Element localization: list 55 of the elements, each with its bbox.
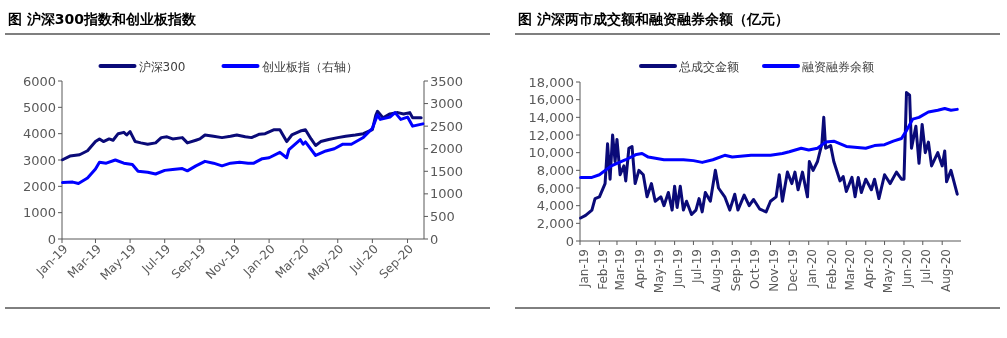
x-tick-label: Apr-19 [632, 249, 647, 289]
line-series [579, 107, 959, 179]
y-tick-label: 10,000 [528, 145, 574, 161]
y-tick-label: 2000 [22, 178, 56, 194]
chart-title: 图 沪深300指数和创业板指数 [8, 11, 198, 27]
x-tick-label: Oct-19 [747, 249, 762, 290]
chart-title: 图 沪深两市成交额和融资融券余额（亿元） [518, 11, 789, 27]
legend-label: 总成交金额 [678, 59, 739, 74]
x-tick-label: Jan-20 [805, 249, 820, 289]
y-tick-label: 16,000 [528, 92, 574, 108]
line-series [61, 111, 425, 185]
y-tick-label: 1000 [22, 205, 56, 221]
line-series [61, 109, 423, 162]
y-tick-label: 5000 [22, 99, 56, 115]
x-tick-label: Mar-19 [613, 249, 628, 291]
x-tick-label: Jul-20 [919, 249, 934, 285]
y2-tick-label: 3500 [430, 73, 464, 89]
x-tick-label: Jan-19 [576, 249, 591, 289]
y2-tick-label: 2000 [430, 141, 464, 157]
y-tick-label: 18,000 [528, 74, 574, 90]
x-tick-label: Jun-20 [900, 249, 915, 289]
y-tick-label: 12,000 [528, 127, 574, 143]
y-tick-label: 3000 [22, 152, 56, 168]
x-tick-label: Jun-19 [671, 249, 686, 289]
legend-label: 沪深300 [138, 59, 186, 74]
x-tick-label: Dec-19 [785, 249, 800, 292]
x-tick-label: Feb-20 [824, 249, 839, 290]
y-tick-label: 6,000 [536, 180, 574, 196]
x-tick-label: Nov-19 [767, 249, 781, 292]
x-tick-label: Sep-19 [728, 249, 743, 292]
x-tick-label: Feb-19 [595, 249, 610, 290]
x-tick-label: Aug-20 [938, 249, 953, 293]
y-tick-label: 6000 [22, 73, 56, 89]
y2-tick-label: 0 [430, 231, 439, 247]
x-tick-label: May-19 [651, 249, 666, 294]
y2-tick-label: 1500 [430, 163, 464, 179]
x-tick-label: Apr-20 [862, 249, 877, 289]
y-tick-label: 14,000 [528, 109, 574, 125]
y2-tick-label: 2500 [430, 118, 464, 134]
line-series [579, 91, 959, 220]
y-tick-label: 4000 [22, 126, 56, 142]
y2-tick-label: 500 [430, 208, 455, 224]
y-tick-label: 8,000 [536, 162, 574, 178]
x-tick-label: Mar-20 [842, 249, 857, 291]
x-tick-label: Aug-19 [709, 249, 724, 293]
y2-tick-label: 1000 [430, 186, 464, 202]
y-tick-label: 0 [565, 233, 574, 249]
x-tick-label: May-20 [881, 249, 896, 294]
y-tick-label: 4,000 [536, 198, 574, 214]
legend-label: 创业板指（右轴） [261, 59, 358, 74]
x-tick-label: Jul-19 [689, 249, 704, 285]
y2-tick-label: 3000 [430, 96, 464, 112]
y-tick-label: 2,000 [536, 215, 574, 231]
legend-label: 融资融券余额 [802, 59, 874, 74]
y-tick-label: 0 [47, 231, 56, 247]
